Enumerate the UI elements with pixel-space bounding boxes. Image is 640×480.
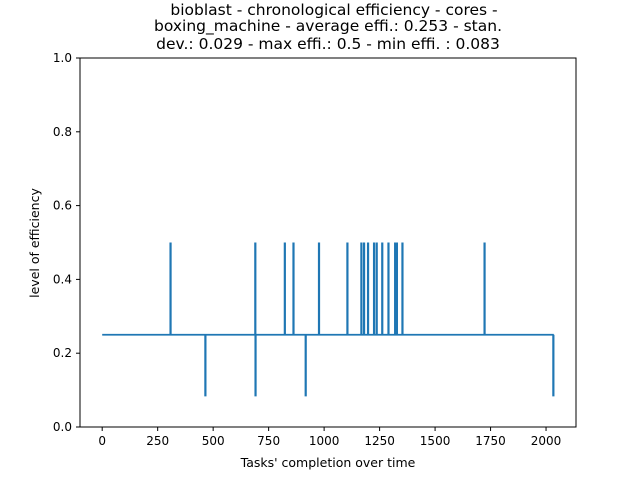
x-axis-label: Tasks' completion over time bbox=[240, 455, 416, 470]
y-tick-label: 0.8 bbox=[53, 125, 72, 139]
plot-frame bbox=[79, 57, 577, 428]
x-tick-label: 250 bbox=[146, 434, 169, 448]
chart-title-line-1: bioblast - chronological efficiency - co… bbox=[170, 1, 497, 19]
chart-title-line-2: boxing_machine - average effi.: 0.253 - … bbox=[154, 17, 502, 36]
chart-title-line-3: dev.: 0.029 - max effi.: 0.5 - min effi.… bbox=[156, 35, 500, 53]
y-axis-label: level of efficiency bbox=[27, 188, 42, 298]
x-tick-label: 1500 bbox=[420, 434, 451, 448]
y-tick-label: 0.4 bbox=[53, 272, 72, 286]
x-tick-label: 2000 bbox=[531, 434, 562, 448]
plot-area bbox=[102, 242, 555, 397]
y-tick-label: 0.6 bbox=[53, 199, 72, 213]
x-tick-label: 1250 bbox=[364, 434, 395, 448]
y-tick-label: 1.0 bbox=[53, 51, 72, 65]
x-tick-label: 500 bbox=[202, 434, 225, 448]
x-tick-label: 1000 bbox=[309, 434, 340, 448]
x-tick-label: 1750 bbox=[475, 434, 506, 448]
y-tick-label: 0.0 bbox=[53, 420, 72, 434]
x-axis: 0 250 500 750 1000 1250 1500 1750 2000 bbox=[98, 427, 561, 448]
x-tick-label: 750 bbox=[257, 434, 280, 448]
y-tick-label: 0.2 bbox=[53, 346, 72, 360]
x-tick-label: 0 bbox=[98, 434, 106, 448]
y-axis: 0.0 0.2 0.4 0.6 0.8 1.0 bbox=[53, 51, 80, 434]
